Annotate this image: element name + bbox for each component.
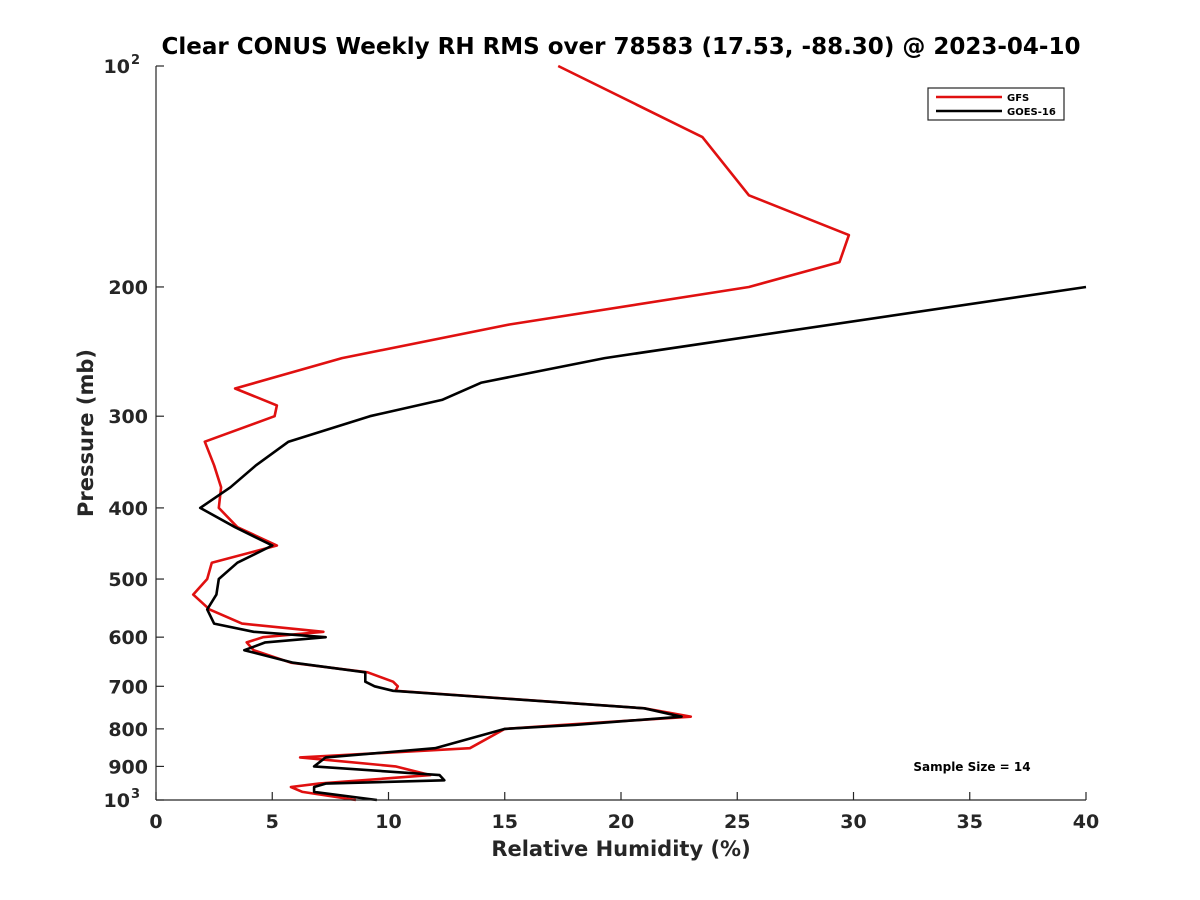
series-line-goes16 <box>198 285 1087 802</box>
sample-size-annotation: Sample Size = 14 <box>913 760 1030 774</box>
x-tick-label: 5 <box>266 811 279 833</box>
legend: GFS GOES-16 <box>927 87 1065 121</box>
y-tick-label: 200 <box>108 277 148 299</box>
legend-box <box>927 87 1065 121</box>
y-tick-label: 10 <box>104 790 130 812</box>
plot-area <box>191 64 1087 802</box>
y-tick-label: 700 <box>108 676 148 698</box>
y-tick-label: 300 <box>108 406 148 428</box>
y-tick-exponent: 2 <box>131 53 140 68</box>
x-tick-label: 20 <box>608 811 634 833</box>
x-tick-label: 35 <box>957 811 983 833</box>
x-tick-label: 30 <box>840 811 866 833</box>
y-tick-label: 500 <box>108 569 148 591</box>
x-tick-label: 40 <box>1073 811 1099 833</box>
series-line-gfs <box>191 64 851 802</box>
x-tick-label: 25 <box>724 811 750 833</box>
y-tick-label: 600 <box>108 627 148 649</box>
x-tick-label: 15 <box>492 811 518 833</box>
y-axis-label: Pressure (mb) <box>74 349 98 517</box>
x-tick-label: 0 <box>149 811 162 833</box>
chart-title: Clear CONUS Weekly RH RMS over 78583 (17… <box>162 34 1081 60</box>
x-axis-ticks: 0 5 10 15 20 25 30 35 40 <box>149 792 1099 833</box>
y-tick-label: 900 <box>108 756 148 778</box>
x-tick-label: 10 <box>375 811 401 833</box>
y-tick-exponent: 3 <box>131 787 140 802</box>
y-tick-label: 10 <box>104 56 130 78</box>
legend-label-goes16: GOES-16 <box>1007 107 1056 118</box>
y-tick-label: 400 <box>108 498 148 520</box>
y-tick-label: 800 <box>108 719 148 741</box>
x-axis-label: Relative Humidity (%) <box>491 837 750 861</box>
legend-label-gfs: GFS <box>1007 93 1029 104</box>
